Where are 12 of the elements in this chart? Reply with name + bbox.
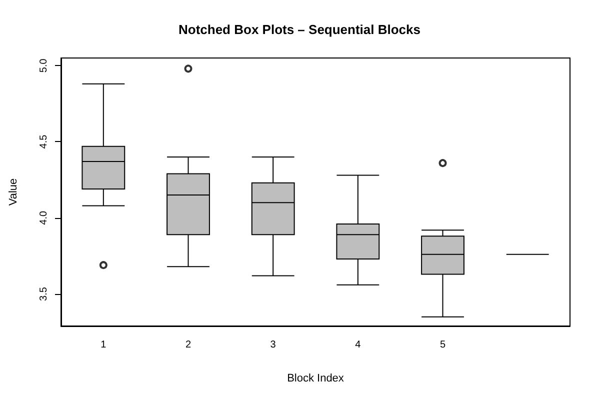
y-tick-label: 4.0 — [38, 210, 50, 225]
x-tick-label: 5 — [440, 340, 446, 350]
y-tick-label: 4.5 — [38, 134, 50, 149]
x-tick-label: 4 — [355, 340, 362, 350]
x-tick-label: 3 — [270, 340, 276, 350]
chart-title: Notched Box Plots – Sequential Blocks — [178, 22, 420, 37]
x-tick-label: 1 — [100, 340, 107, 350]
y-axis-title: Value — [8, 178, 20, 206]
x-axis-title: Block Index — [287, 372, 344, 384]
y-tick-label: 3.5 — [38, 286, 50, 301]
x-tick-label: 2 — [185, 340, 192, 350]
y-tick-label: 5.0 — [38, 58, 50, 73]
